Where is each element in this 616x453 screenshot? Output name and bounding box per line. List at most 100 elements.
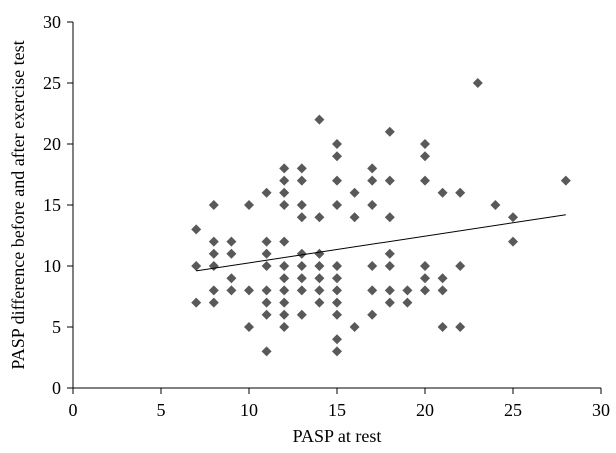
data-point [261, 285, 272, 296]
data-point [367, 200, 378, 210]
data-point [455, 261, 466, 271]
y-tick-label: 25 [43, 73, 61, 93]
x-tick-label: 0 [69, 400, 78, 420]
data-point [314, 273, 325, 284]
data-point [384, 297, 395, 308]
data-point [332, 334, 342, 345]
data-point [279, 322, 290, 332]
data-point [332, 175, 342, 186]
data-point [261, 346, 272, 357]
data-point [332, 309, 342, 320]
data-point [279, 285, 290, 296]
data-points [191, 78, 571, 357]
x-tick-label: 20 [416, 400, 434, 420]
data-point [226, 273, 237, 284]
data-point [279, 187, 290, 198]
x-tick-label: 15 [328, 400, 346, 420]
data-point [349, 187, 360, 198]
data-point [367, 261, 378, 271]
data-point [560, 175, 571, 186]
data-point [208, 261, 219, 271]
y-tick-label: 15 [43, 195, 61, 215]
data-point [244, 322, 254, 332]
data-point [261, 236, 272, 247]
data-point [455, 187, 466, 198]
data-point [279, 309, 290, 320]
y-axis-title: PASP difference before and after exercis… [8, 40, 28, 369]
data-point [279, 273, 290, 284]
data-point [437, 273, 448, 284]
y-tick-label: 5 [52, 317, 61, 337]
data-point [367, 175, 378, 186]
data-point [296, 175, 307, 186]
data-point [402, 285, 413, 296]
x-tick-label: 30 [592, 400, 610, 420]
x-tick-label: 5 [157, 400, 166, 420]
x-tick-label: 25 [504, 400, 522, 420]
data-point [296, 273, 307, 284]
data-point [490, 200, 501, 210]
data-point [208, 200, 219, 210]
data-point [314, 261, 325, 271]
data-point [226, 236, 237, 247]
y-tick-label: 20 [43, 134, 61, 154]
data-point [314, 285, 325, 296]
data-point [191, 297, 202, 308]
data-point [420, 261, 430, 271]
data-point [332, 285, 342, 296]
data-point [261, 261, 272, 271]
data-point [384, 285, 395, 296]
y-tick-label: 10 [43, 256, 61, 276]
data-point [296, 163, 307, 174]
data-point [332, 200, 342, 210]
data-point [455, 322, 466, 332]
data-point [226, 285, 237, 296]
data-point [314, 248, 325, 259]
data-point [384, 248, 395, 259]
data-point [384, 175, 395, 186]
data-point [420, 175, 430, 186]
data-point [472, 78, 483, 88]
data-point [332, 346, 342, 357]
data-point [208, 297, 219, 308]
y-tick-label: 0 [52, 378, 61, 398]
data-point [261, 248, 272, 259]
data-point [332, 151, 342, 162]
data-point [296, 248, 307, 259]
data-point [367, 309, 378, 320]
data-point [208, 236, 219, 247]
data-point [296, 212, 307, 223]
data-point [244, 285, 254, 296]
data-point [332, 297, 342, 308]
y-tick-label: 30 [43, 12, 61, 32]
data-point [384, 126, 395, 137]
data-point [437, 322, 448, 332]
data-point [437, 187, 448, 198]
data-point [314, 297, 325, 308]
data-point [279, 200, 290, 210]
data-point [332, 261, 342, 271]
data-point [244, 200, 254, 210]
data-point [384, 212, 395, 223]
data-point [296, 261, 307, 271]
data-point [420, 273, 430, 284]
data-point [349, 212, 360, 223]
data-point [208, 285, 219, 296]
data-point [420, 151, 430, 162]
data-point [420, 139, 430, 149]
x-ticks: 0 5 10 15 20 25 30 [69, 388, 610, 420]
data-point [296, 200, 307, 210]
data-point [279, 236, 290, 247]
trendline [196, 214, 566, 272]
data-point [384, 261, 395, 271]
data-point [279, 175, 290, 186]
data-point [261, 309, 272, 320]
data-point [402, 297, 413, 308]
data-point [261, 187, 272, 198]
data-point [367, 163, 378, 174]
data-point [279, 261, 290, 271]
plot-area: 0 5 10 15 20 25 30 0 5 10 15 20 25 30 [43, 12, 610, 420]
data-point [349, 322, 360, 332]
data-point [314, 114, 325, 125]
